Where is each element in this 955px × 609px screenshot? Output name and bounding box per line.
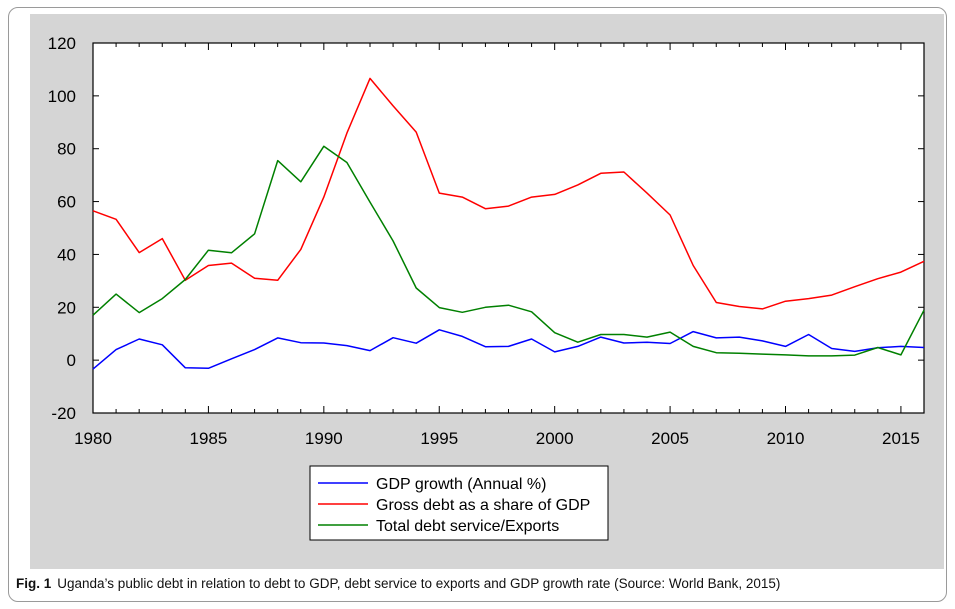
y-tick-label: -20 [51,404,76,423]
caption-label: Fig. 1 [16,576,52,591]
x-tick-label: 2010 [767,429,805,448]
x-tick-label: 1995 [420,429,458,448]
legend-box [309,465,609,541]
figure-frame [8,7,947,602]
y-tick-label: 0 [67,351,76,370]
figure-caption: Fig. 1 Uganda’s public debt in relation t… [16,575,946,592]
series-line-1 [92,329,925,370]
line-chart: 120 100 80 60 40 20 0 -20 1980 1985 1990 1995 2000 20… [48,34,925,541]
x-tick-label: 1990 [305,429,343,448]
y-tick-label: 100 [48,87,76,106]
series-lines [92,77,925,370]
x-tick-label: 1985 [190,429,228,448]
legend-label-3: Total debt service/Exports [376,518,559,535]
x-tick-label: 2015 [882,429,920,448]
y-tick-label: 20 [57,298,76,317]
x-tick-label: 1980 [74,429,112,448]
y-tick-label: 40 [57,245,76,264]
chart-axes [92,42,925,414]
legend-label-1: GDP growth (Annual %) [376,476,546,493]
caption-text: Uganda’s public debt in relation to debt… [57,576,781,591]
x-tick-label: 2005 [651,429,689,448]
chart-legend: GDP growth (Annual %) Gross debt as a sha… [309,465,609,541]
series-line-2 [92,77,925,310]
y-tick-label: 80 [57,140,76,159]
y-tick-label: 120 [48,34,76,53]
legend-label-2: Gross debt as a share of GDP [376,497,590,514]
series-line-3 [92,145,925,357]
y-tick-label: 60 [57,193,76,212]
plot-area [92,42,925,414]
x-tick-label: 2000 [536,429,574,448]
tick-labels: 120 100 80 60 40 20 0 -20 1980 1985 1990 1995 2000 20… [48,34,920,448]
